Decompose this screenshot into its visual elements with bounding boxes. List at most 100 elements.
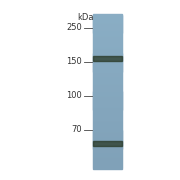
Bar: [93, 79, 122, 80]
Bar: [93, 157, 122, 158]
Bar: [93, 18, 122, 20]
Bar: [93, 82, 122, 83]
Bar: [93, 70, 122, 72]
Bar: [93, 144, 122, 146]
Bar: [93, 129, 122, 130]
Bar: [93, 133, 122, 135]
Bar: [93, 111, 122, 112]
Bar: [93, 135, 122, 137]
Bar: [93, 52, 122, 53]
Bar: [93, 69, 122, 71]
Bar: [93, 162, 122, 163]
Bar: [93, 14, 122, 15]
Bar: [93, 80, 122, 81]
Bar: [93, 73, 122, 74]
Bar: [93, 40, 122, 41]
Bar: [93, 131, 122, 132]
Text: 100: 100: [66, 91, 82, 100]
Bar: [93, 65, 122, 67]
Bar: [93, 156, 122, 157]
Bar: [93, 100, 122, 102]
Bar: [93, 164, 122, 165]
Bar: [93, 134, 122, 136]
Bar: [93, 93, 122, 94]
Bar: [93, 167, 122, 168]
Bar: [93, 62, 122, 64]
Bar: [93, 54, 122, 56]
Bar: [93, 55, 122, 57]
Text: 70: 70: [71, 125, 82, 134]
Bar: [93, 109, 122, 111]
Bar: [93, 61, 122, 63]
Bar: [93, 132, 122, 134]
Bar: [93, 21, 122, 23]
Bar: [93, 41, 122, 42]
Bar: [93, 22, 122, 24]
Bar: [93, 84, 122, 85]
Bar: [93, 150, 122, 152]
Bar: [93, 57, 122, 59]
Bar: [93, 26, 122, 28]
Bar: [93, 104, 122, 106]
Bar: [93, 49, 122, 50]
Bar: [93, 145, 122, 147]
Bar: [93, 143, 122, 145]
Bar: [93, 87, 122, 88]
Bar: [93, 89, 122, 91]
Bar: [93, 112, 122, 113]
Bar: [93, 36, 122, 37]
Bar: [93, 114, 122, 115]
Bar: [93, 71, 122, 73]
Bar: [93, 28, 122, 30]
Bar: [93, 85, 122, 86]
Bar: [93, 68, 122, 70]
Bar: [93, 48, 122, 49]
Bar: [93, 83, 122, 84]
Bar: [93, 51, 122, 53]
Bar: [93, 78, 122, 79]
Bar: [93, 125, 122, 126]
Bar: [93, 106, 122, 108]
Bar: [93, 140, 122, 142]
Text: 150: 150: [66, 57, 82, 66]
Bar: [93, 23, 122, 25]
Bar: [93, 153, 122, 154]
Bar: [93, 120, 122, 121]
Bar: [93, 161, 122, 162]
Bar: [93, 58, 122, 60]
Bar: [93, 109, 122, 110]
Bar: [93, 42, 122, 43]
Bar: [93, 139, 122, 141]
Bar: [93, 35, 122, 36]
Bar: [93, 39, 122, 40]
Bar: [93, 119, 122, 120]
Bar: [93, 94, 122, 96]
Bar: [93, 122, 122, 123]
Bar: [93, 136, 122, 138]
Bar: [93, 44, 122, 45]
Bar: [93, 17, 122, 19]
Bar: [93, 27, 122, 29]
Bar: [93, 117, 122, 118]
Bar: [93, 147, 122, 148]
Bar: [93, 19, 122, 21]
Bar: [93, 99, 122, 101]
Bar: [93, 88, 122, 89]
Bar: [93, 137, 122, 139]
Bar: [93, 148, 122, 150]
Bar: [93, 77, 122, 78]
Bar: [93, 142, 122, 144]
Bar: [93, 96, 122, 98]
Bar: [93, 29, 122, 31]
Bar: [93, 67, 122, 69]
Bar: [93, 86, 122, 87]
Bar: [93, 155, 122, 156]
Bar: [93, 124, 122, 125]
Bar: [93, 47, 122, 48]
Bar: [93, 163, 122, 164]
Bar: [93, 126, 122, 127]
Text: 250: 250: [66, 24, 82, 33]
Bar: [93, 105, 122, 107]
Bar: [93, 32, 122, 34]
Bar: [93, 64, 122, 66]
